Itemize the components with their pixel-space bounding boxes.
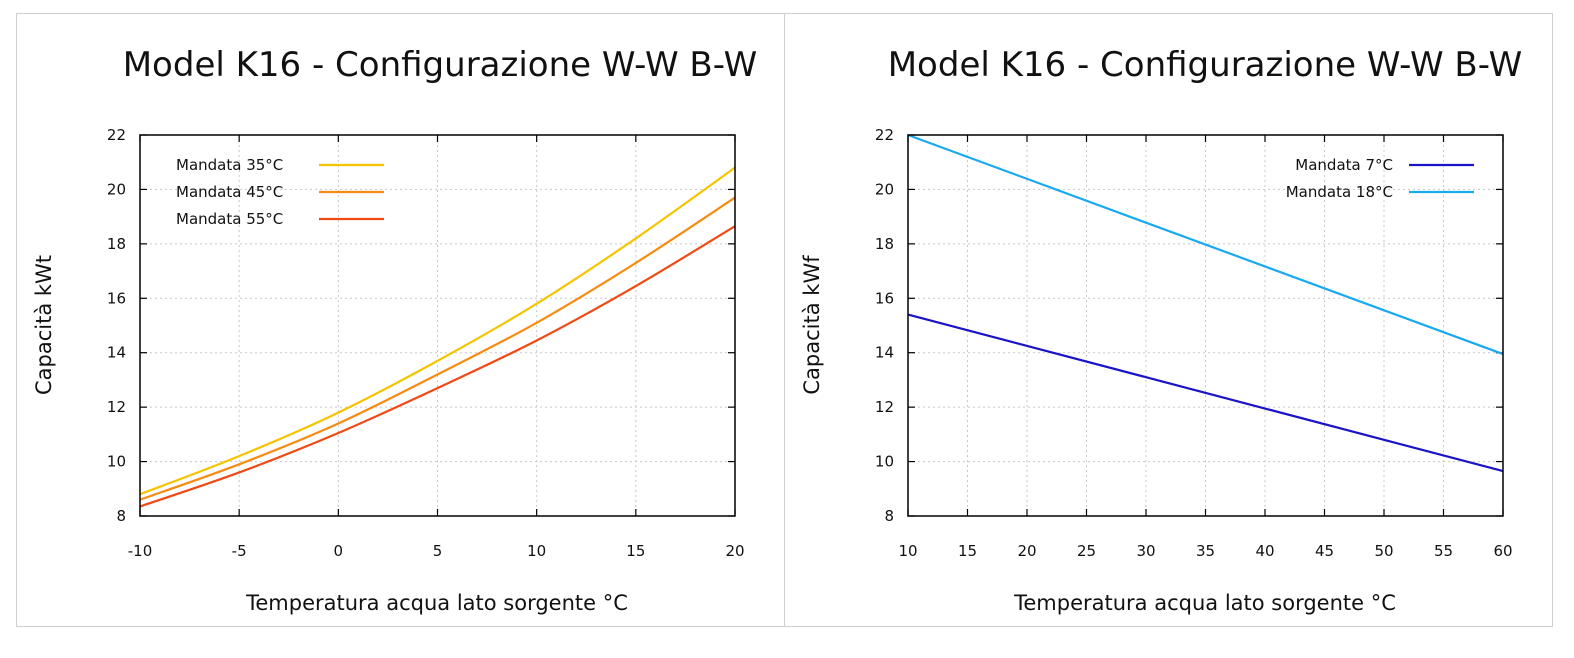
legend-label-1: Mandata 7°C xyxy=(1295,156,1393,174)
x-tick-label: 35 xyxy=(1196,542,1215,560)
x-tick-label: 60 xyxy=(1493,542,1512,560)
series-line-2 xyxy=(907,133,1504,356)
y-tick-label: 10 xyxy=(107,453,126,471)
x-tick-label: 25 xyxy=(1077,542,1096,560)
chart-left: Model K16 - Configurazione W-W B-W -10 -5 0… xyxy=(32,45,758,615)
y-tick-label: 20 xyxy=(875,180,894,198)
y-tick-label: 18 xyxy=(875,235,894,253)
x-tick-label: 40 xyxy=(1255,542,1274,560)
x-tick-label: 50 xyxy=(1374,542,1393,560)
chart-title: Model K16 - Configurazione W-W B-W xyxy=(888,45,1523,85)
x-tick-label: 5 xyxy=(433,542,443,560)
y-tick-label: 20 xyxy=(107,180,126,198)
legend-label-2: Mandata 45°C xyxy=(176,183,283,201)
x-tick-label: 10 xyxy=(527,542,546,560)
plot-frame xyxy=(139,134,736,517)
y-tick-label: 14 xyxy=(107,344,126,362)
series-line-1 xyxy=(139,166,736,496)
y-tick-label: 8 xyxy=(884,507,894,525)
chart-panel-left: Model K16 - Configurazione W-W B-W -10 -5 0… xyxy=(16,13,785,627)
legend-label-1: Mandata 35°C xyxy=(176,156,283,174)
chart-right: Model K16 - Configurazione W-W B-W 10 15 20… xyxy=(800,45,1523,615)
legend-label-2: Mandata 18°C xyxy=(1286,183,1393,201)
y-tick-label: 18 xyxy=(107,235,126,253)
x-tick-label: 10 xyxy=(898,542,917,560)
legend-label-3: Mandata 55°C xyxy=(176,210,283,228)
y-tick-label: 12 xyxy=(875,398,894,416)
x-tick-label: 20 xyxy=(1017,542,1036,560)
y-tick-label: 22 xyxy=(107,126,126,144)
x-tick-label: -10 xyxy=(128,542,153,560)
chart-title: Model K16 - Configurazione W-W B-W xyxy=(123,45,758,85)
y-tick-label: 22 xyxy=(875,126,894,144)
y-tick-label: 10 xyxy=(875,453,894,471)
x-axis-label: Temperatura acqua lato sorgente °C xyxy=(1013,591,1396,615)
chart-panel-right: Model K16 - Configurazione W-W B-W 10 15 20… xyxy=(784,13,1553,627)
plot-frame xyxy=(907,134,1504,517)
x-tick-label: 0 xyxy=(334,542,344,560)
x-tick-label: -5 xyxy=(232,542,247,560)
series-line-3 xyxy=(139,225,736,508)
series-line-1 xyxy=(907,313,1504,473)
y-tick-label: 16 xyxy=(107,289,126,307)
x-tick-label: 20 xyxy=(725,542,744,560)
y-axis-label: Capacità kWf xyxy=(800,255,824,395)
series-line-2 xyxy=(139,196,736,501)
x-tick-label: 15 xyxy=(626,542,645,560)
x-tick-label: 30 xyxy=(1136,542,1155,560)
x-tick-label: 15 xyxy=(958,542,977,560)
y-axis-label: Capacità kWt xyxy=(32,255,56,395)
y-tick-label: 14 xyxy=(875,344,894,362)
y-tick-label: 8 xyxy=(116,507,126,525)
x-tick-label: 45 xyxy=(1315,542,1334,560)
y-tick-label: 12 xyxy=(107,398,126,416)
y-tick-label: 16 xyxy=(875,289,894,307)
x-axis-label: Temperatura acqua lato sorgente °C xyxy=(245,591,628,615)
x-tick-label: 55 xyxy=(1434,542,1453,560)
